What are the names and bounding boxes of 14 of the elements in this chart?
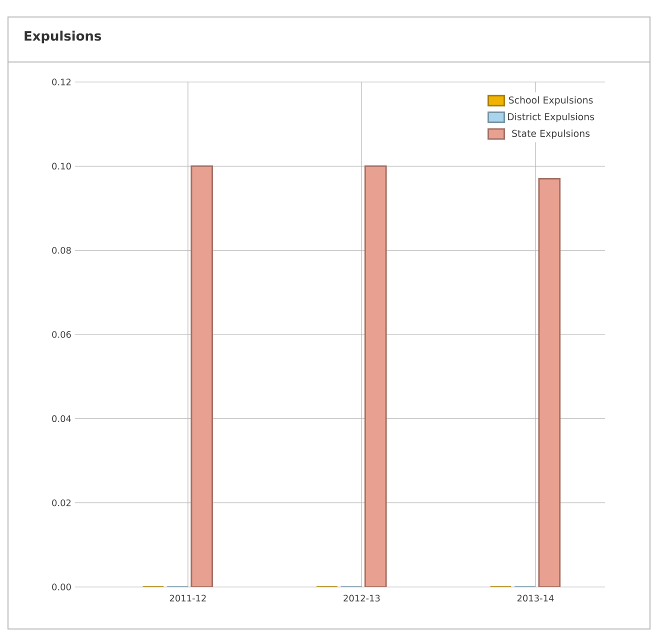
x-tick-label: 2012-13 [344,594,380,602]
y-tick-label: 0.10 [52,162,71,170]
y-tick-label: 0.12 [52,78,71,86]
x-tick-label: 2013-14 [517,594,554,602]
x-tick-label: 2011-12 [170,594,206,602]
y-tick-label: 0.02 [52,499,71,506]
legend-label: State Expulsions [512,130,590,139]
y-tick-label: 0.04 [52,415,71,422]
y-tick-label: 0.00 [52,584,71,590]
legend-label: District Expulsions [508,112,594,122]
y-tick-label: 0.08 [52,246,71,254]
y-tick-label: 0.06 [52,331,71,338]
chart-title: Expulsions [24,30,102,44]
legend-label: School Expulsions [508,96,593,106]
